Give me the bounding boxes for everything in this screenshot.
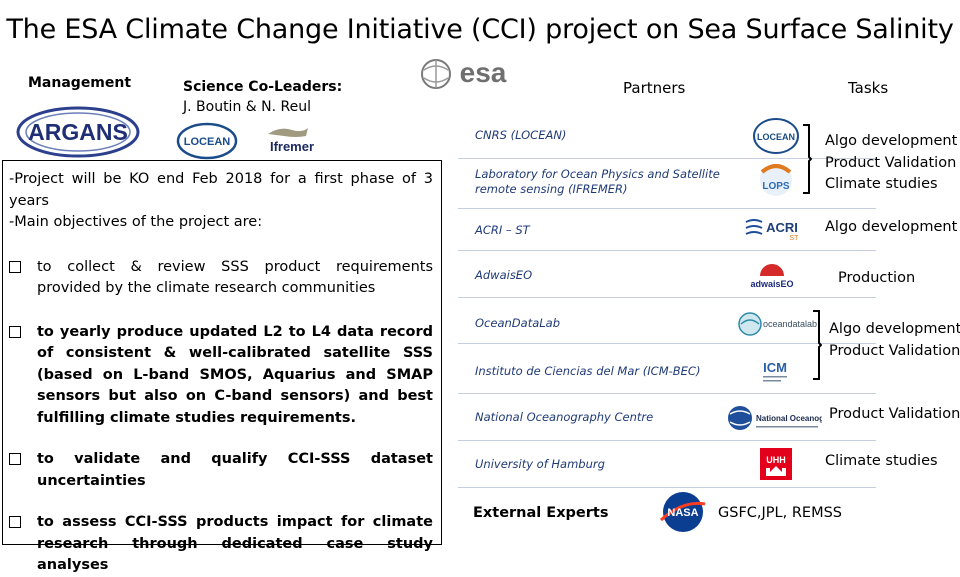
locean-logo-text: LOCEAN <box>184 136 231 148</box>
objectives-box: -Project will be KO end Feb 2018 for a f… <box>2 160 442 573</box>
objective-item: to validate and qualify CCI-SSS dataset … <box>9 449 433 492</box>
task-label: Product Validation <box>829 342 960 359</box>
acri-logo: ACRI ST <box>744 214 802 242</box>
brace-icon <box>802 124 813 194</box>
checkbox-bullet-icon <box>9 516 21 528</box>
objective-text: to collect & review SSS product requirem… <box>37 258 433 297</box>
locean-partner-logo: LOCEAN <box>752 116 800 156</box>
noc-logo: National Oceanography Ce <box>726 402 859 434</box>
intro-line-2: -Main objectives of the project are: <box>9 214 263 230</box>
tasks-heading: Tasks <box>848 79 889 97</box>
tasks-group-2: Algo development Product Validation <box>829 319 960 362</box>
tasks-group-1: Algo development Product Validation Clim… <box>825 131 957 196</box>
external-experts-label: External Experts <box>473 505 609 521</box>
lops-logo-text: LOPS <box>762 181 790 192</box>
divider <box>458 487 876 488</box>
task-uhh: Climate studies <box>825 453 938 469</box>
science-names: J. Boutin & N. Reul <box>183 99 311 115</box>
nasa-logo: NASA <box>657 490 709 534</box>
uhh-logo: UHH <box>760 448 792 480</box>
ifremer-logo-text: Ifremer <box>270 139 314 154</box>
partners-heading: Partners <box>623 79 686 97</box>
task-label: Algo development <box>825 133 958 149</box>
task-noc: Product Validation <box>829 406 960 422</box>
argans-logo: ARGANS <box>14 102 142 158</box>
divider <box>458 158 876 159</box>
partner-noc: National Oceanography Centre <box>475 410 654 424</box>
science-heading: Science Co-Leaders: J. Boutin & N. Reul <box>183 77 342 117</box>
adwais-logo-text: adwaisEO <box>750 279 793 289</box>
management-heading: Management <box>28 75 132 91</box>
page-title: The ESA Climate Change Initiative (CCI) … <box>6 14 954 45</box>
esa-logo: esa <box>418 56 518 92</box>
uhh-logo-text: UHH <box>766 455 786 465</box>
partner-ifremer: Laboratory for Ocean Physics and Satelli… <box>475 167 720 196</box>
checkbox-bullet-icon <box>9 453 21 465</box>
divider <box>458 250 876 251</box>
task-acri: Algo development <box>825 219 958 235</box>
partner-oceandatalab: OceanDataLab <box>475 316 560 330</box>
task-label: Algo development <box>829 321 960 337</box>
checkbox-bullet-icon <box>9 260 21 273</box>
objective-item: to assess CCI-SSS products impact for cl… <box>9 512 433 577</box>
divider <box>458 343 876 344</box>
external-experts-names: GSFC,JPL, REMSS <box>718 505 842 521</box>
checkbox-bullet-icon <box>9 325 21 338</box>
locean-partner-logo-text: LOCEAN <box>757 132 795 142</box>
ifremer-logo: Ifremer <box>262 124 322 154</box>
objective-item: to yearly produce updated L2 to L4 data … <box>9 322 433 430</box>
lops-logo: LOPS <box>754 162 798 198</box>
task-label: Climate studies <box>825 176 938 192</box>
partner-icm: Instituto de Ciencias del Mar (ICM-BEC) <box>475 364 701 378</box>
intro-line-1: -Project will be KO end Feb 2018 for a f… <box>9 171 433 209</box>
oceandatalab-logo: oceandatalab <box>736 306 822 340</box>
objective-text: to yearly produce updated L2 to L4 data … <box>37 323 433 426</box>
esa-logo-text: esa <box>460 57 507 88</box>
partner-uhh: University of Hamburg <box>475 457 605 471</box>
acri-logo-sub: ST <box>790 235 800 242</box>
partner-adwais: AdwaisEO <box>475 268 533 282</box>
divider <box>458 440 876 441</box>
nasa-logo-text: NASA <box>667 507 698 519</box>
locean-logo: LOCEAN <box>176 122 238 160</box>
acri-logo-text: ACRI <box>766 220 798 235</box>
partner-acri: ACRI – ST <box>475 223 530 237</box>
oceandatalab-logo-text: oceandatalab <box>763 319 817 329</box>
icm-logo-text: ICM <box>763 360 787 375</box>
divider <box>458 393 876 394</box>
partner-locean: CNRS (LOCEAN) <box>475 128 567 142</box>
science-heading-label: Science Co-Leaders: <box>183 79 343 95</box>
objective-text: to validate and qualify CCI-SSS dataset … <box>37 451 433 489</box>
brace-icon <box>812 310 823 380</box>
divider <box>458 297 876 298</box>
argans-logo-text: ARGANS <box>28 119 128 145</box>
objective-text: to assess CCI-SSS products impact for cl… <box>37 514 433 573</box>
divider <box>458 208 876 209</box>
noc-logo-text: National Oceanography Ce <box>756 414 822 423</box>
objective-item: to collect & review SSS product requirem… <box>9 257 433 300</box>
task-label: Product Validation <box>825 154 957 171</box>
task-adwais: Production <box>838 270 916 286</box>
adwais-logo: adwaisEO <box>744 258 800 292</box>
icm-logo: ICM <box>758 352 792 386</box>
